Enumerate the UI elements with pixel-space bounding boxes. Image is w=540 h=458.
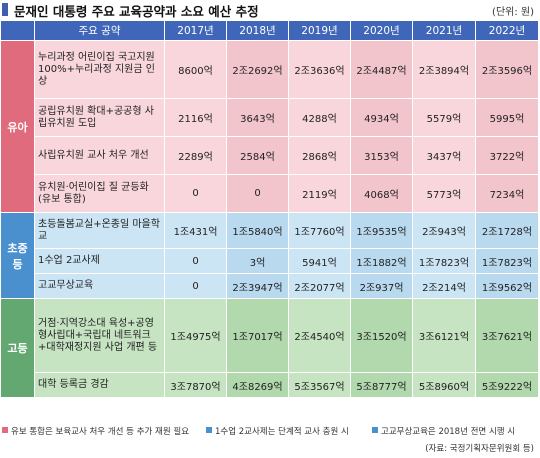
cell-value: 2조3596억 (475, 40, 539, 99)
table-row: 유치원·어린이집 질 균등화(유보 통합) 0 0 2119억 4068억 57… (1, 174, 539, 213)
cell-value: 2조3636억 (288, 40, 351, 99)
footnote: 고교무상교육은 2018년 전면 시행 시 (372, 425, 515, 437)
cell-value: 2116억 (164, 98, 227, 137)
row-label: 유치원·어린이집 질 균등화(유보 통합) (34, 174, 165, 213)
row-label: 초등돌봄교실+온종일 마을학교 (34, 212, 165, 249)
cell-value: 3조1520억 (350, 298, 413, 373)
cell-value: 1조1882억 (350, 248, 413, 274)
cell-value: 2조4487억 (350, 40, 413, 99)
cell-value: 5조3567억 (288, 372, 351, 398)
table-row: 고교무상교육 0 2조3947억 2조2077억 2조937억 2조214억 1… (1, 273, 539, 299)
budget-table: 주요 공약 2017년 2018년 2019년 2020년 2021년 2022… (0, 20, 539, 398)
category-yua: 유아 (0, 40, 35, 213)
cell-value: 2조937억 (350, 273, 413, 299)
row-label: 1수업 2교사제 (34, 248, 165, 274)
cell-value: 5조8777억 (350, 372, 413, 398)
row-label: 공립유치원 확대+공공형 사립유치원 도입 (34, 98, 165, 137)
source-note: (자료: 국정기획자문위원회 등) (425, 444, 534, 454)
unit-label: (단위: 원) (492, 7, 534, 18)
cell-value: 0 (164, 248, 227, 274)
cell-value: 2119억 (288, 174, 351, 213)
header-year: 2017년 (164, 20, 227, 41)
cell-value: 0 (164, 273, 227, 299)
cell-value: 1조9535억 (350, 212, 413, 249)
cell-value: 7234억 (475, 174, 539, 213)
footnote-text: 유보 통합은 보육교사 처우 개선 등 추가 재원 필요 (11, 427, 190, 437)
row-label: 대학 등록금 경감 (34, 372, 165, 398)
row-label: 거점·지역강소대 육성+공영형사립대+국립대 네트워크+대학재정지원 사업 개편… (34, 298, 165, 373)
cell-value: 1조7823억 (475, 248, 539, 274)
cell-value: 5579억 (412, 98, 476, 137)
table-row: 사립유치원 교사 처우 개선 2289억 2584억 2868억 3153억 3… (1, 136, 539, 175)
category-go: 고등 (0, 298, 35, 398)
header-year: 2020년 (350, 20, 413, 41)
table-row: 초중등 초등돌봄교실+온종일 마을학교 1조431억 1조5840억 1조776… (0, 212, 539, 299)
cell-value: 0 (226, 174, 289, 213)
header-year: 2019년 (288, 20, 351, 41)
cell-value: 4068억 (350, 174, 413, 213)
cell-value: 3억 (226, 248, 289, 274)
cell-value: 1조5840억 (226, 212, 289, 249)
cell-value: 2868억 (288, 136, 351, 175)
table-row: 유아 누리과정 어린이집 국고지원 100%+누리과정 지원금 인상 8600억… (0, 40, 539, 213)
cell-value: 2조943억 (412, 212, 476, 249)
category-cho: 초중등 (0, 212, 35, 299)
cell-value: 5773억 (412, 174, 476, 213)
cell-value: 2조2692억 (226, 40, 289, 99)
cell-value: 5조9222억 (475, 372, 539, 398)
footnote-marker-icon (2, 427, 8, 433)
table-row: 1수업 2교사제 0 3억 5941억 1조1882억 1조7823억 1조78… (1, 248, 539, 274)
cell-value: 3조7870억 (164, 372, 227, 398)
footnote-marker-icon (206, 427, 212, 433)
cell-value: 1조9562억 (475, 273, 539, 299)
header-year: 2018년 (226, 20, 289, 41)
footnote: 1수업 2교사제는 단계적 교사 충원 시 (206, 425, 349, 437)
footnote: 유보 통합은 보육교사 처우 개선 등 추가 재원 필요 (2, 425, 189, 437)
cell-value: 1조7823억 (412, 248, 476, 274)
title-accent-bar (2, 3, 8, 16)
cell-value: 3153억 (350, 136, 413, 175)
cell-value: 2조3947억 (226, 273, 289, 299)
header-pledge: 주요 공약 (34, 20, 165, 41)
footnote-text: 1수업 2교사제는 단계적 교사 충원 시 (215, 427, 349, 437)
page-title: 문재인 대통령 주요 교육공약과 소요 예산 추정 (14, 4, 259, 19)
cell-value: 2조4540억 (288, 298, 351, 373)
cell-value: 1조7760억 (288, 212, 351, 249)
row-label: 사립유치원 교사 처우 개선 (34, 136, 165, 175)
cell-value: 3조6121억 (412, 298, 476, 373)
header-year: 2021년 (412, 20, 476, 41)
cell-value: 0 (164, 174, 227, 213)
cell-value: 1조4975억 (164, 298, 227, 373)
cell-value: 4288억 (288, 98, 351, 137)
cell-value: 8600억 (164, 40, 227, 99)
cell-value: 4934억 (350, 98, 413, 137)
cell-value: 5995억 (475, 98, 539, 137)
cell-value: 2조3894억 (412, 40, 476, 99)
cell-value: 1조431억 (164, 212, 227, 249)
cell-value: 3437억 (412, 136, 476, 175)
cell-value: 3조7621억 (475, 298, 539, 373)
cell-value: 3643억 (226, 98, 289, 137)
cell-value: 2289억 (164, 136, 227, 175)
cell-value: 3722억 (475, 136, 539, 175)
cell-value: 4조8269억 (226, 372, 289, 398)
cell-value: 2584억 (226, 136, 289, 175)
row-label: 고교무상교육 (34, 273, 165, 299)
title-bar: 문재인 대통령 주요 교육공약과 소요 예산 추정 (단위: 원) (0, 0, 540, 20)
table-row: 고등 거점·지역강소대 육성+공영형사립대+국립대 네트워크+대학재정지원 사업… (0, 298, 539, 398)
table-row: 공립유치원 확대+공공형 사립유치원 도입 2116억 3643억 4288억 … (1, 98, 539, 137)
cell-value: 2조1728억 (475, 212, 539, 249)
cell-value: 5941억 (288, 248, 351, 274)
footnote-text: 고교무상교육은 2018년 전면 시행 시 (381, 427, 516, 437)
cell-value: 5조8960억 (412, 372, 476, 398)
table-row: 대학 등록금 경감 3조7870억 4조8269억 5조3567억 5조8777… (1, 372, 539, 398)
cell-value: 2조214억 (412, 273, 476, 299)
header-row: 주요 공약 2017년 2018년 2019년 2020년 2021년 2022… (0, 20, 539, 41)
cell-value: 2조2077억 (288, 273, 351, 299)
row-label: 누리과정 어린이집 국고지원 100%+누리과정 지원금 인상 (34, 40, 165, 99)
header-year: 2022년 (475, 20, 539, 41)
cell-value: 1조7017억 (226, 298, 289, 373)
header-blank (0, 20, 35, 41)
footnote-marker-icon (372, 427, 378, 433)
